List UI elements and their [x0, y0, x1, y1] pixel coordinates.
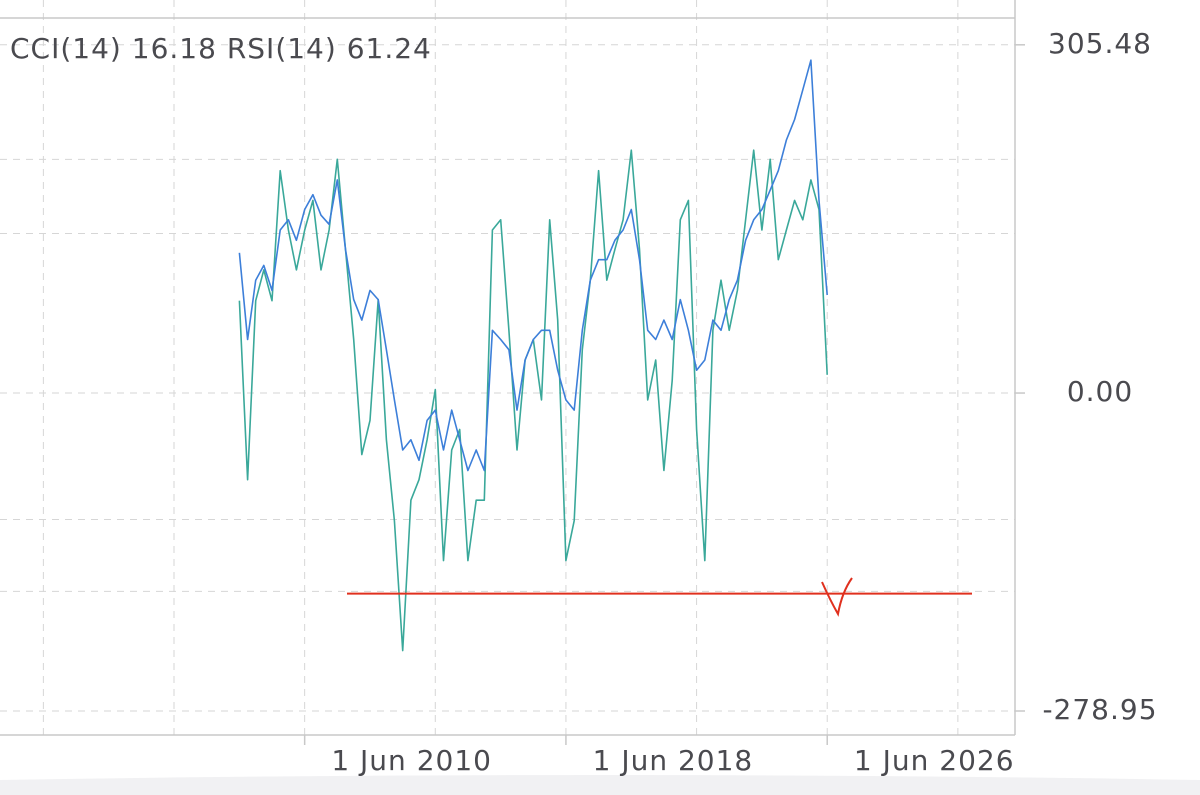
y-tick-label: 0.00 — [1067, 375, 1133, 408]
y-tick-label: 305.48 — [1048, 27, 1152, 60]
bottom-panel — [0, 775, 1200, 795]
legend-value: 61.24 — [347, 32, 432, 65]
x-tick-label: 1 Jun 2026 — [854, 744, 1015, 777]
series-line — [238, 59, 828, 472]
x-tick-label: 1 Jun 2018 — [593, 744, 754, 777]
legend-name: RSI(14) — [227, 32, 337, 65]
series-lines — [238, 59, 828, 652]
legend-name: CCI(14) — [10, 32, 122, 65]
check-annotation — [821, 577, 853, 617]
legend-value: 16.18 — [132, 32, 217, 65]
x-tick-label: 1 Jun 2010 — [331, 744, 492, 777]
y-tick-label: -278.95 — [1042, 693, 1157, 726]
legend: CCI(14) 16.18 RSI(14) 61.24 — [10, 32, 432, 65]
